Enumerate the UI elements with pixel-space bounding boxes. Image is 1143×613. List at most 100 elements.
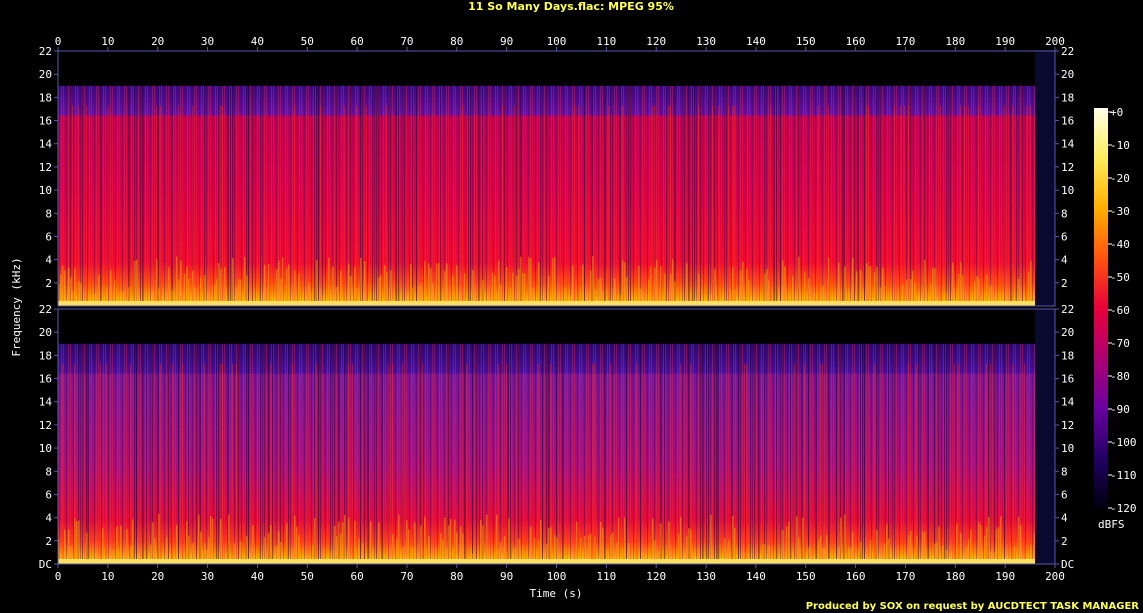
y-tick-label: 18 — [39, 91, 52, 104]
y-tick-label: 2 — [1061, 535, 1068, 548]
x-tick-label: 80 — [450, 570, 463, 583]
y-tick-label: 2 — [1061, 277, 1068, 290]
y-tick-label: 12 — [1061, 161, 1074, 174]
y-tick-label: 14 — [39, 396, 53, 409]
x-tick-label: 190 — [995, 35, 1015, 48]
y-tick-label: 10 — [39, 442, 52, 455]
channel-1-spectrogram — [58, 51, 1055, 306]
y-tick-label: 18 — [39, 349, 52, 362]
x-tick-label: 70 — [400, 570, 413, 583]
x-tick-label: 100 — [547, 570, 567, 583]
x-tick-label: 180 — [945, 35, 965, 48]
y-tick-label: 4 — [45, 254, 52, 267]
x-tick-label: 170 — [896, 35, 916, 48]
y-tick-label: 14 — [1061, 138, 1075, 151]
y-axis-label: Frequency (kHz) — [10, 257, 23, 356]
x-tick-label: 90 — [500, 570, 513, 583]
y-tick-label: 6 — [45, 488, 52, 501]
chart-title: 11 So Many Days.flac: MPEG 95% — [468, 0, 674, 13]
y-tick-label: 6 — [45, 230, 52, 243]
y-tick-label: 8 — [45, 207, 52, 220]
silent-tail — [1035, 51, 1055, 306]
x-tick-label: 60 — [350, 35, 363, 48]
y-tick-label: 12 — [1061, 419, 1074, 432]
channel-2-spectrogram — [58, 309, 1055, 564]
colorbar-tick-label: -70 — [1110, 337, 1130, 350]
y-tick-label: 16 — [39, 373, 52, 386]
x-tick-label: 110 — [596, 35, 616, 48]
y-tick-label: 16 — [1061, 115, 1074, 128]
y-tick-label: 22 — [1061, 45, 1074, 58]
y-tick-label: 14 — [1061, 396, 1075, 409]
colorbar-tick-label: +0 — [1110, 106, 1123, 119]
x-tick-label: 130 — [696, 35, 716, 48]
y-tick-label: 18 — [1061, 91, 1074, 104]
y-tick-label: 20 — [39, 68, 52, 81]
x-tick-label: 150 — [796, 570, 816, 583]
x-tick-label: 30 — [201, 35, 214, 48]
x-tick-label: 40 — [251, 35, 264, 48]
y-tick-label: 22 — [39, 45, 52, 58]
colorbar-tick-label: -100 — [1110, 436, 1137, 449]
y-tick-label: 20 — [39, 326, 52, 339]
x-tick-label: 190 — [995, 570, 1015, 583]
y-tick-label: DC — [1061, 558, 1074, 571]
x-tick-label: 140 — [746, 35, 766, 48]
x-tick-label: 60 — [350, 570, 363, 583]
colorbar-label: dBFS — [1098, 518, 1125, 531]
colorbar-tick-label: -20 — [1110, 172, 1130, 185]
x-tick-label: 70 — [400, 35, 413, 48]
dc-band — [58, 301, 1036, 306]
colorbar-tick-label: -90 — [1110, 403, 1130, 416]
colorbar-tick-label: -110 — [1110, 469, 1137, 482]
streaks — [58, 343, 1036, 564]
y-tick-label: 6 — [1061, 488, 1068, 501]
x-tick-label: 50 — [301, 570, 314, 583]
y-tick-label: 8 — [1061, 465, 1068, 478]
x-tick-label: 30 — [201, 570, 214, 583]
x-tick-label: 10 — [101, 35, 114, 48]
x-tick-label: 0 — [55, 35, 62, 48]
y-tick-label: 2 — [45, 535, 52, 548]
x-tick-label: 20 — [151, 570, 164, 583]
colorbar-ticks: +0 -10 -20 -30 -40 -50 -60 -70 -80 -90 -100 -110 -12… — [1108, 106, 1137, 515]
y-tick-label: 4 — [1061, 254, 1068, 267]
x-tick-label: 180 — [945, 570, 965, 583]
colorbar-tick-label: -30 — [1110, 205, 1130, 218]
x-tick-label: 140 — [746, 570, 766, 583]
x-tick-label: 200 — [1045, 570, 1065, 583]
colorbar-tick-label: -120 — [1110, 502, 1137, 515]
x-tick-label: 110 — [596, 570, 616, 583]
y-tick-label: DC — [39, 558, 52, 571]
y-tick-label: 16 — [39, 115, 52, 128]
x-tick-label: 90 — [500, 35, 513, 48]
footer-credit: Produced by SOX on request by AUCDTECT T… — [806, 601, 1140, 612]
x-tick-label: 40 — [251, 570, 264, 583]
x-tick-label: 160 — [846, 570, 866, 583]
y-tick-label: 22 — [39, 303, 52, 316]
spectrogram-panels — [58, 51, 1055, 564]
x-tick-label: 10 — [101, 570, 114, 583]
x-tick-label: 80 — [450, 35, 463, 48]
x-tick-label: 50 — [301, 35, 314, 48]
y-tick-label: 12 — [39, 419, 52, 432]
y-tick-label: 4 — [45, 512, 52, 525]
y-tick-label: 10 — [1061, 442, 1074, 455]
x-tick-label: 20 — [151, 35, 164, 48]
y-tick-label: 6 — [1061, 230, 1068, 243]
dc-band — [58, 559, 1036, 564]
y-tick-label: 18 — [1061, 349, 1074, 362]
x-tick-label: 160 — [846, 35, 866, 48]
x-tick-label: 150 — [796, 35, 816, 48]
x-tick-label: 200 — [1045, 35, 1065, 48]
y-tick-label: 8 — [1061, 207, 1068, 220]
y-tick-label: 4 — [1061, 512, 1068, 525]
y-tick-label: 10 — [1061, 184, 1074, 197]
x-tick-label: 100 — [547, 35, 567, 48]
y-tick-label: 12 — [39, 161, 52, 174]
y-tick-label: 20 — [1061, 326, 1074, 339]
x-tick-label: 170 — [896, 570, 916, 583]
y-tick-label: 16 — [1061, 373, 1074, 386]
